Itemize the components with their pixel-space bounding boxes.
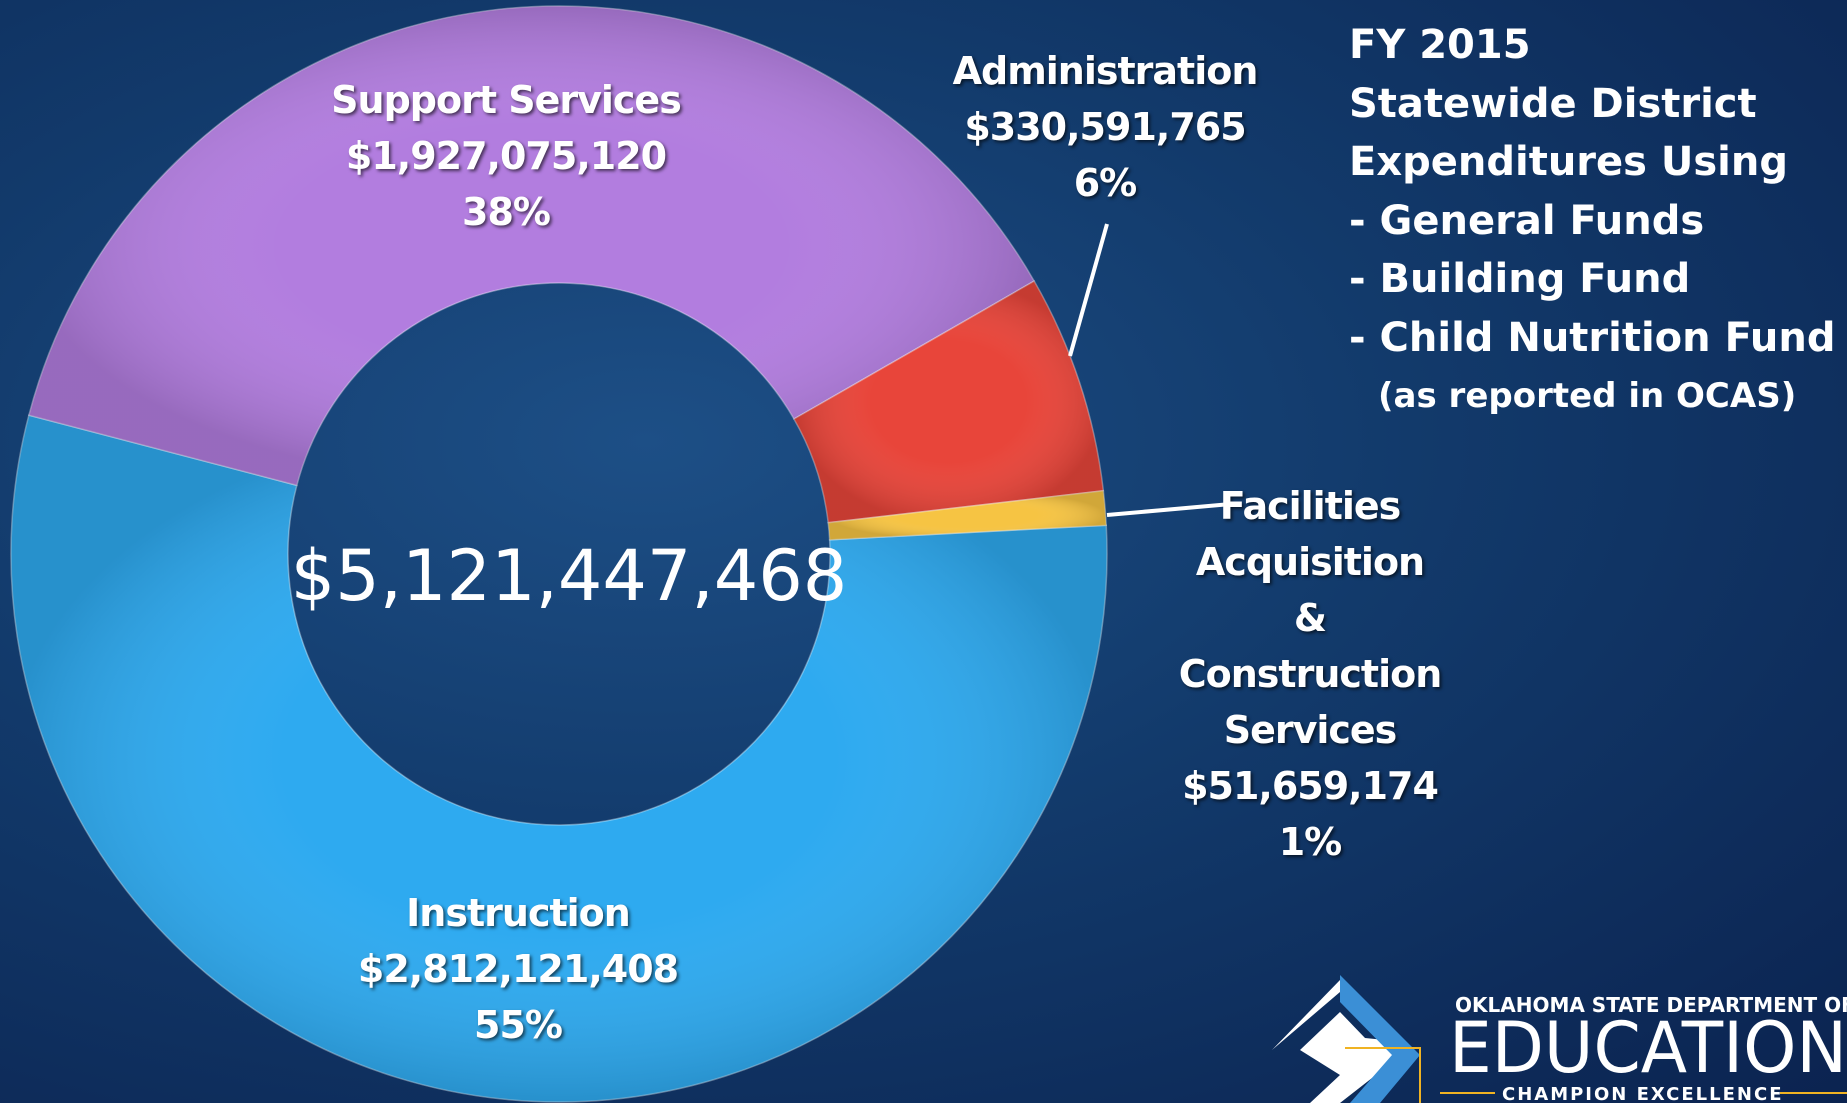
label-percent: 6%: [1073, 161, 1138, 205]
label-category: Support Services: [331, 78, 682, 122]
title-line: Expenditures Using: [1349, 139, 1789, 185]
subtitle: (as reported in OCAS): [1378, 376, 1797, 416]
label-value: $1,927,075,120: [345, 134, 667, 178]
wedge-shade: [794, 281, 1104, 523]
center-total: $5,121,447,468: [290, 535, 848, 617]
data-label: Facilities Acquisition & Construction Se…: [1175, 478, 1445, 870]
data-label: Administration $330,591,765 6%: [935, 43, 1275, 211]
label-percent: 38%: [462, 190, 551, 234]
label-category: Administration: [952, 49, 1259, 93]
data-label: Instruction $2,812,121,408 55%: [268, 885, 768, 1053]
title-line: - Building Fund: [1349, 256, 1691, 302]
leader-line: [1106, 502, 1232, 517]
logo-top: OKLAHOMA STATE DEPARTMENT OF: [1455, 993, 1847, 1017]
logo-mark: [1272, 975, 1847, 1103]
title-line: Statewide District: [1349, 80, 1757, 127]
label-category: Facilities Acquisition & Construction Se…: [1178, 484, 1443, 752]
wedge-shade: [28, 6, 1035, 486]
label-value: $2,812,121,408: [357, 947, 679, 991]
title-line: FY 2015: [1349, 22, 1531, 68]
wedge-shade: [828, 490, 1107, 540]
wedge-shade: [11, 415, 1108, 1103]
label-value: $51,659,174: [1182, 764, 1439, 808]
logo-tagline: CHAMPION EXCELLENCE: [1502, 1084, 1783, 1103]
logo-name: EDUCATION: [1449, 1007, 1847, 1089]
title-line: - Child Nutrition Fund: [1349, 314, 1836, 361]
label-category: Instruction: [406, 891, 631, 935]
label-percent: 55%: [474, 1003, 563, 1047]
label-percent: 1%: [1278, 820, 1343, 864]
title: FY 2015 Statewide District Expenditures Us…: [1349, 16, 1835, 367]
label-value: $330,591,765: [964, 105, 1246, 149]
data-label: Support Services $1,927,075,120 38%: [256, 72, 756, 240]
leader-line: [1068, 223, 1109, 357]
title-line: - General Funds: [1349, 197, 1705, 244]
donut: [10, 5, 1108, 1103]
